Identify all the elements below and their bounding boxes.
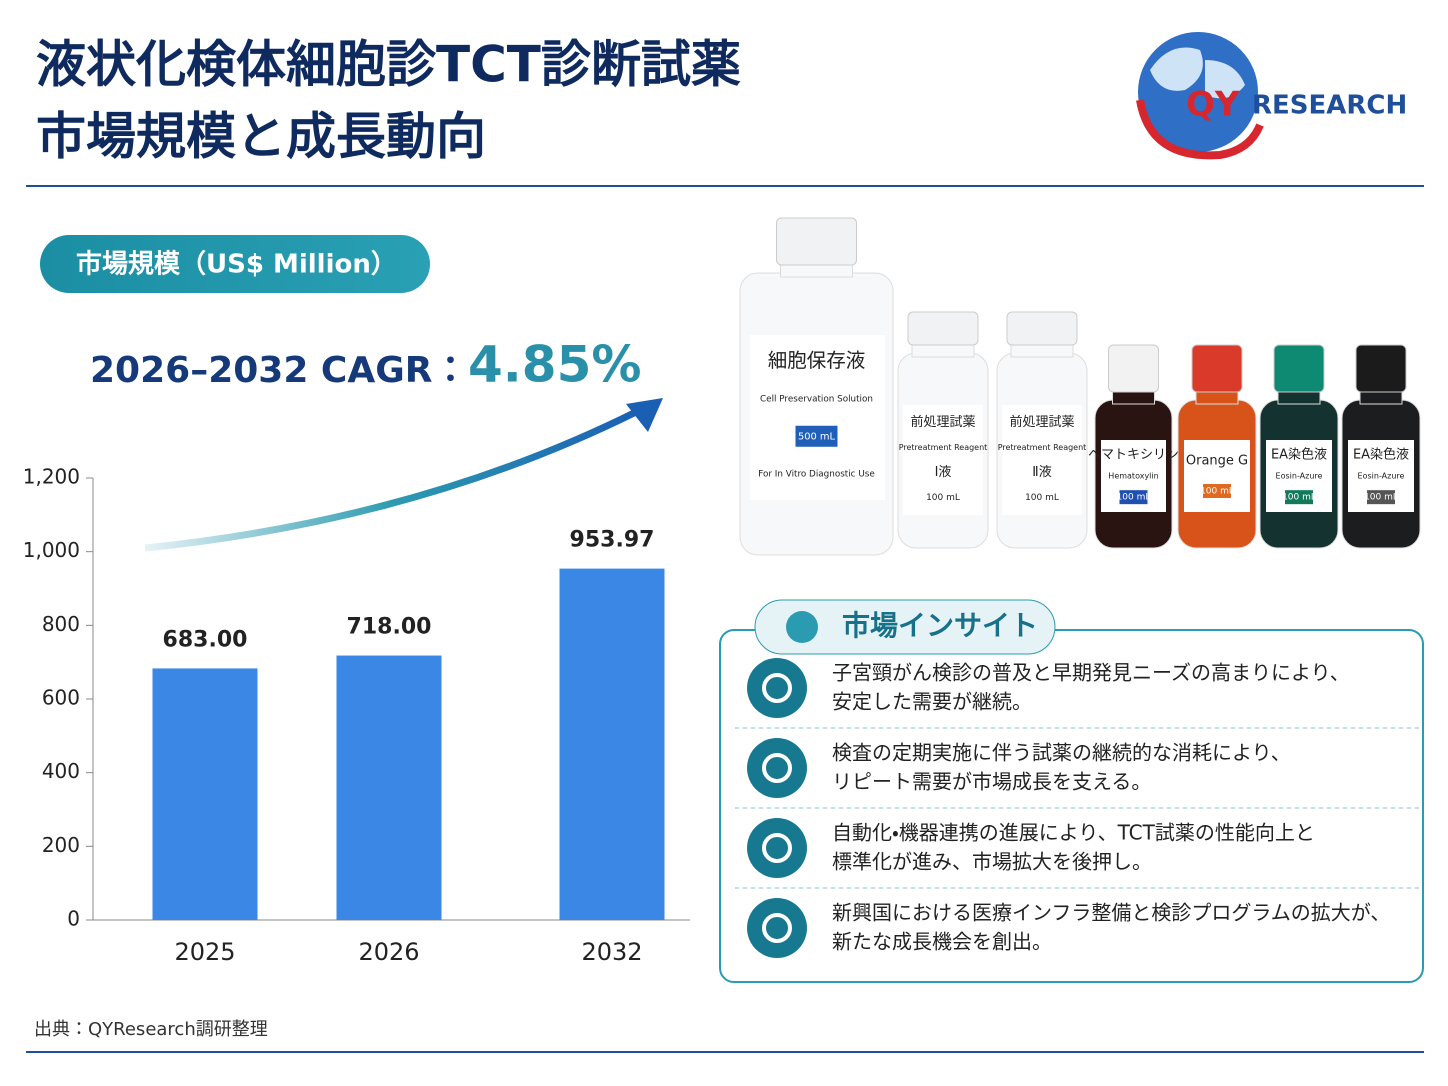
bottle-volume: 100 mL [1025,493,1059,503]
bottle-volume: 100 mL [1364,493,1398,503]
y-tick-label: 0 [67,907,80,931]
cagr-label: 2026–2032 CAGR： [90,350,468,391]
volume-chip [795,425,838,447]
insight-icon-glyph [762,913,792,943]
x-tick-label: 2026 [358,938,419,966]
volume-chip [1367,490,1395,505]
y-tick-label: 800 [42,612,80,636]
insight-icon [747,898,807,958]
insight-text: 子宮頸がん検診の普及と早期発見ニーズの高まりにより、 [832,661,1350,685]
bottle-label [903,405,983,515]
bottle-name: ヘマトキシリン [1088,447,1179,462]
insight-text: 新興国における医療インフラ整備と検診プログラムの拡大が、 [832,901,1390,925]
cagr-value: 4.85% [468,336,641,394]
logo-text: RESEARCH [1252,91,1407,121]
bottle-name: 細胞保存液 [768,349,866,372]
bottle-grade: Ⅱ液 [1032,465,1051,480]
y-tick-label: 400 [42,759,80,783]
volume-chip [1119,490,1148,505]
bottle-cap [1273,344,1325,393]
bottle-cap [1191,344,1243,393]
bottle-volume: 100 mL [1282,493,1316,503]
insight-text: 標準化が進み、市場拡大を後押し。 [832,850,1152,874]
bar [559,568,665,920]
volume-chip [1285,490,1313,505]
x-tick-label: 2032 [581,938,642,966]
source: 出典：QYResearch調研整理 [34,1019,268,1040]
bottle-name: 前処理試薬 [1009,414,1074,430]
bottle-cap [1355,344,1407,393]
bottle-volume: 100 mL [926,493,960,503]
data-label: 953.97 [570,528,655,553]
insight-icon-glyph [762,673,792,703]
insight-icon [747,818,807,878]
insight-pill [754,599,1056,655]
bottle-volume: 100 mL [1200,487,1234,497]
trend-arrowhead [626,398,663,432]
bottle-volume: 100 mL [1117,493,1151,503]
y-tick-label: 1,000 [23,538,80,562]
bottle-en: Hematoxylin [1108,472,1158,481]
bottle-en: Cell Preservation Solution [760,394,873,404]
insight-icon [747,658,807,718]
bar [152,668,258,920]
insight-box [719,629,1424,983]
data-label: 718.00 [347,615,432,640]
bottle-label [1002,405,1082,515]
bottle-cap [1006,311,1078,346]
volume-chip [1203,484,1231,498]
logo: QY RESEARCH [1136,32,1407,160]
title: 液状化検体細胞診TCT診断試薬 [36,36,741,94]
bottle-note: For In Vitro Diagnostic Use [758,469,875,479]
subtitle-pill [40,235,430,293]
bottle-name: EA染色液 [1353,447,1409,462]
insight-title: 市場インサイト [842,609,1038,642]
insight-text: 検査の定期実施に伴う試薬の継続的な消耗により、 [832,741,1291,765]
bottle-en: Eosin-Azure [1276,472,1323,481]
insight-text: 新たな成長機会を創出。 [832,930,1052,954]
x-tick-label: 2025 [174,938,235,966]
trend-arrow [144,406,642,552]
bottle-en: Pretreatment Reagent [998,443,1087,452]
logo-swoosh [1136,99,1264,160]
y-tick-label: 200 [42,833,80,857]
bottle-cap [1108,344,1159,393]
insight-text: 安定した需要が継続。 [832,690,1032,714]
bottle-label [1184,440,1250,512]
bottle-volume: 500 mL [798,431,836,442]
bottle-name: EA染色液 [1271,447,1327,462]
logo-land [1150,47,1245,99]
bar [336,655,442,920]
y-tick-label: 1,200 [23,465,80,489]
subtitle: 市場規模（US$ Million） [76,249,397,280]
bottle-en: Pretreatment Reagent [899,443,988,452]
insight-text: 自動化・機器連携の進展により、TCT試薬の性能向上と [832,821,1315,845]
logo-text: QY [1186,85,1240,125]
title: 市場規模と成長動向 [36,108,486,166]
data-label: 683.00 [163,627,248,652]
bulb-icon [786,611,818,643]
insight-text: リピート需要が市場成長を支える。 [832,770,1151,794]
bottle-name: 前処理試薬 [910,414,975,430]
bottle-name: Orange G [1186,454,1248,469]
bottle-grade: Ⅰ液 [935,465,952,480]
insight-icon [747,738,807,798]
y-tick-label: 600 [42,686,80,710]
bottle-cap [907,311,979,346]
insight-icon-glyph [762,833,792,863]
bottle-en: Eosin-Azure [1358,472,1405,481]
insight-icon-glyph [762,753,792,783]
bottle-label [750,335,885,500]
bottle-cap [776,217,857,266]
